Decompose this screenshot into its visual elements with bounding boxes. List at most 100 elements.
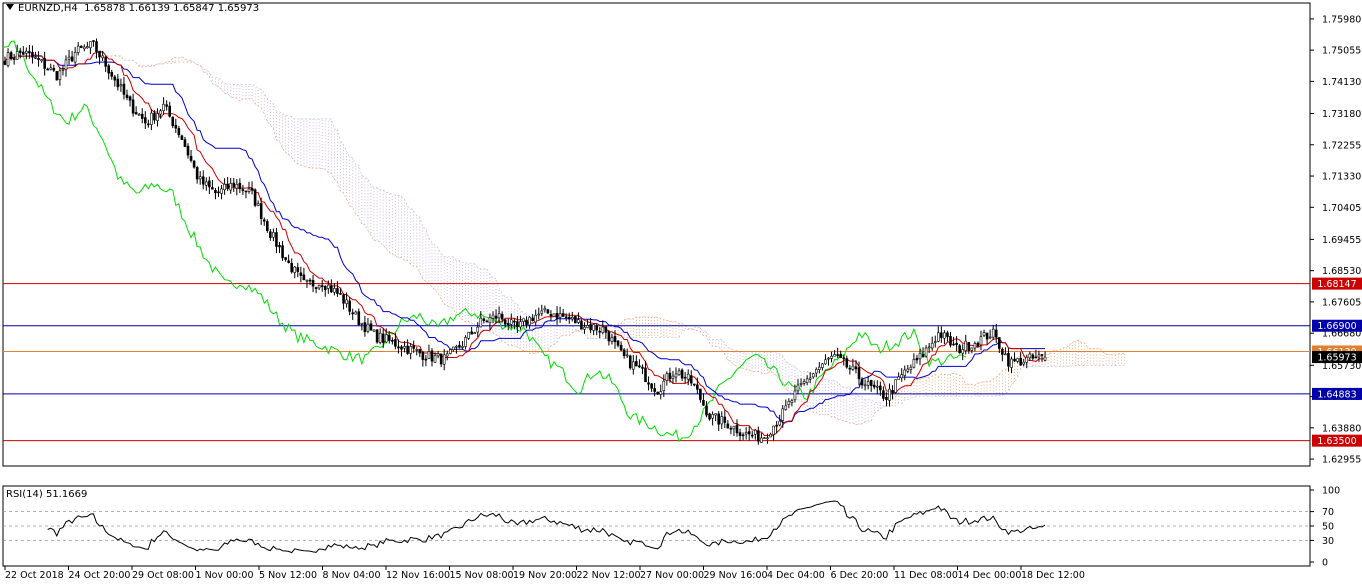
time-tick-label: 4 Dec 04:00	[767, 570, 825, 581]
time-tick-label: 27 Nov 00:00	[640, 570, 704, 581]
candle-body	[830, 355, 833, 359]
candle-body	[991, 328, 995, 338]
candle-body	[973, 343, 977, 349]
candle-body	[1028, 353, 1032, 359]
candle-body	[116, 78, 120, 88]
price-tick-label: 1.62955	[1322, 455, 1361, 466]
candle-body	[439, 353, 443, 365]
dropdown-triangle-icon[interactable]	[6, 4, 14, 10]
candle-body	[235, 184, 239, 189]
candle-body	[860, 378, 864, 386]
candle-body	[534, 314, 538, 323]
candle-body	[333, 288, 336, 293]
time-tick-label: 8 Nov 04:00	[323, 570, 381, 581]
candle-body	[403, 346, 406, 349]
candle-body	[21, 51, 25, 55]
candle-body	[330, 285, 333, 293]
candle-body	[1001, 348, 1004, 355]
candle-body	[665, 373, 669, 381]
candle-body	[558, 313, 562, 318]
candle-body	[183, 139, 187, 147]
level-badge-bg	[1312, 387, 1362, 400]
candle-body	[574, 316, 577, 324]
candle-body	[250, 187, 254, 191]
candle-body	[384, 334, 388, 343]
candle-body	[470, 331, 473, 335]
candle-body	[494, 315, 498, 319]
candle-body	[378, 332, 382, 343]
candle-body	[128, 96, 132, 101]
candle-body	[28, 51, 31, 54]
candle-body	[485, 320, 489, 323]
candle-body	[824, 359, 827, 365]
candle-body	[31, 52, 34, 58]
time-tick-label: 18 Dec 12:00	[1021, 570, 1085, 581]
candle-body	[305, 279, 309, 282]
candle-body	[616, 340, 620, 346]
candle-body	[67, 56, 71, 60]
candle-body	[897, 376, 900, 380]
candle-body	[354, 311, 358, 315]
candle-body	[522, 318, 525, 322]
candle-body	[381, 333, 385, 343]
rsi-tick-label: 0	[1322, 558, 1328, 569]
price-tick-label: 1.65730	[1322, 361, 1361, 372]
candle-body	[1004, 353, 1007, 356]
candle-body	[150, 112, 153, 125]
candle-body	[232, 182, 236, 188]
price-header: EURNZD,H4 1.65878 1.66139 1.65847 1.6597…	[6, 3, 259, 14]
level-badge-label: 1.68147	[1317, 279, 1356, 290]
candle-body	[205, 181, 208, 186]
time-tick-label: 22 Oct 2018	[5, 570, 64, 581]
rsi-tick-label: 100	[1322, 486, 1340, 497]
candle-body	[851, 365, 855, 370]
candle-body	[500, 314, 504, 320]
candle-body	[275, 232, 278, 247]
candle-body	[677, 370, 681, 376]
candle-body	[192, 160, 196, 168]
candle-body	[680, 369, 684, 379]
candle-body	[284, 257, 287, 260]
candle-body	[6, 52, 10, 67]
time-axis: 22 Oct 2018 24 Oct 20:00 29 Oct 08:00 1 Nov…	[4, 566, 1085, 581]
candle-body	[427, 351, 431, 359]
candle-body	[921, 354, 925, 358]
candle-body	[955, 342, 958, 346]
candle-body	[18, 50, 22, 53]
rsi-line	[47, 500, 1046, 554]
candle-body	[580, 320, 583, 330]
candle-body	[775, 424, 778, 427]
candle-body	[64, 59, 68, 70]
price-tick-label: 1.73180	[1322, 109, 1361, 120]
candle-body	[872, 384, 876, 388]
candle-body	[735, 424, 739, 434]
candle-body	[125, 94, 129, 98]
candle-body	[747, 431, 751, 435]
candle-body	[952, 343, 955, 346]
candle-body	[866, 381, 870, 386]
candle-body	[918, 353, 922, 360]
candle-body	[940, 332, 943, 338]
price-axis: 1.75980 1.75055 1.74130 1.73180 1.72255 1.713…	[1310, 14, 1362, 466]
candle-body	[326, 284, 330, 289]
candle-body	[418, 348, 422, 354]
price-plot	[3, 38, 1310, 445]
candle-body	[409, 346, 412, 354]
candles	[3, 38, 1047, 445]
candle-body	[711, 414, 714, 419]
time-tick-label: 29 Nov 16:00	[704, 570, 768, 581]
candle-body	[570, 316, 574, 320]
candle-body	[726, 423, 730, 429]
candle-body	[83, 46, 86, 50]
candle-body	[168, 105, 171, 117]
candle-body	[976, 342, 980, 347]
candle-body	[107, 65, 110, 74]
candle-body	[744, 432, 748, 435]
candle-body	[818, 366, 821, 370]
candle-body	[781, 408, 785, 421]
candle-body	[198, 176, 202, 180]
candle-body	[445, 353, 449, 357]
candle-body	[885, 396, 888, 400]
candle-body	[732, 425, 736, 430]
